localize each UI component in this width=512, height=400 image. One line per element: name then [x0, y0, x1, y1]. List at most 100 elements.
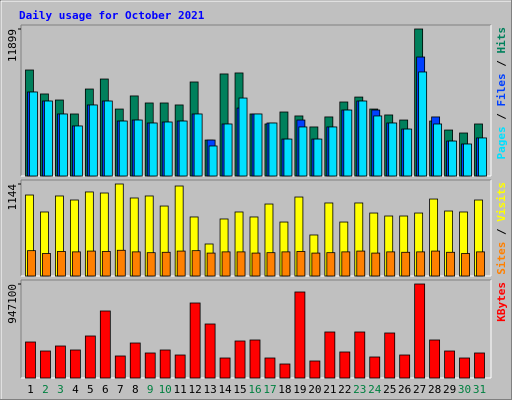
x-tick-label: 2: [42, 383, 49, 396]
bar: [251, 252, 261, 277]
bar: [281, 251, 291, 277]
x-tick-label: 21: [323, 383, 336, 396]
bar: [55, 345, 66, 379]
bar: [208, 145, 218, 177]
bar: [433, 123, 443, 177]
bar: [296, 251, 306, 277]
bar: [57, 251, 66, 277]
bar: [29, 91, 38, 177]
x-tick-label: 31: [473, 383, 486, 396]
x-tick-label: 24: [368, 383, 382, 396]
legend-entry: Files: [495, 73, 508, 106]
x-tick-label: 9: [147, 383, 154, 396]
bar: [478, 137, 487, 177]
bar: [129, 342, 141, 379]
bar: [384, 332, 396, 379]
bar: [326, 252, 336, 277]
bar: [99, 310, 111, 379]
bar: [476, 251, 485, 277]
bar: [358, 100, 368, 177]
bar: [221, 251, 231, 277]
bar: [193, 113, 203, 177]
bar: [27, 250, 36, 277]
bar: [25, 341, 36, 379]
bar: [371, 252, 381, 277]
bar: [118, 120, 128, 177]
legend: KBytes: [495, 282, 508, 322]
bar: [463, 143, 472, 177]
x-tick-label: 3: [57, 383, 64, 396]
bar: [59, 113, 68, 177]
x-tick-label: 10: [159, 383, 172, 396]
bar: [399, 354, 411, 379]
legend-entry: KBytes: [495, 282, 508, 322]
bar: [253, 113, 263, 177]
bar: [161, 251, 171, 277]
legend-separator: /: [495, 222, 508, 242]
bar: [268, 122, 278, 177]
bar: [294, 291, 306, 379]
bar: [388, 122, 398, 177]
bar: [311, 252, 321, 277]
bar: [266, 252, 276, 277]
bar: [114, 355, 126, 379]
bar: [176, 250, 186, 277]
bar: [403, 128, 413, 177]
bar: [73, 125, 83, 177]
legend: Sites / Visits: [495, 182, 508, 275]
x-tick-label: 13: [203, 383, 216, 396]
bar: [313, 138, 323, 177]
bar: [264, 357, 276, 379]
x-tick-label: 19: [293, 383, 306, 396]
x-tick-label: 1: [27, 383, 34, 396]
bar: [146, 252, 156, 277]
bar: [42, 253, 51, 277]
bar: [189, 302, 201, 379]
bar: [356, 250, 366, 277]
bar: [461, 253, 470, 277]
x-tick-label: 14: [218, 383, 232, 396]
bar: [431, 250, 441, 277]
legend-entry: Visits: [495, 182, 508, 222]
legend-separator: /: [495, 54, 508, 74]
legend-entry: Hits: [495, 27, 508, 54]
chart-title: Daily usage for October 2021: [19, 9, 205, 22]
bar: [401, 251, 411, 277]
bar: [416, 251, 426, 277]
x-tick-label: 22: [338, 383, 351, 396]
bar: [44, 100, 53, 177]
x-tick-label: 16: [248, 383, 261, 396]
x-tick-label: 7: [117, 383, 124, 396]
bar: [249, 339, 261, 379]
legend-entry: Sites: [495, 242, 508, 275]
x-tick-label: 28: [428, 383, 441, 396]
bar: [103, 100, 113, 177]
x-tick-label: 4: [72, 383, 79, 396]
x-tick-label: 23: [353, 383, 366, 396]
bar: [191, 250, 201, 277]
legend: Pages / Files / Hits: [495, 27, 508, 160]
bar: [418, 71, 428, 177]
bar: [283, 138, 293, 177]
legend-entry: Pages: [495, 126, 508, 159]
bar: [354, 331, 366, 379]
x-tick-label: 27: [413, 383, 426, 396]
bar: [178, 120, 188, 177]
bar: [474, 352, 485, 379]
bar: [101, 251, 111, 277]
x-tick-label: 26: [398, 383, 411, 396]
x-tick-label: 18: [278, 383, 291, 396]
bar: [84, 335, 96, 379]
bar: [341, 251, 351, 277]
bar: [444, 350, 455, 379]
bar: [328, 126, 338, 177]
bar: [159, 349, 171, 379]
bar: [429, 339, 441, 379]
bar: [339, 351, 351, 379]
x-tick-label: 8: [132, 383, 139, 396]
bar: [234, 340, 246, 379]
y-tick-label: 11899: [6, 29, 19, 62]
bar: [88, 104, 98, 177]
bar: [131, 251, 141, 277]
bar: [238, 97, 248, 177]
